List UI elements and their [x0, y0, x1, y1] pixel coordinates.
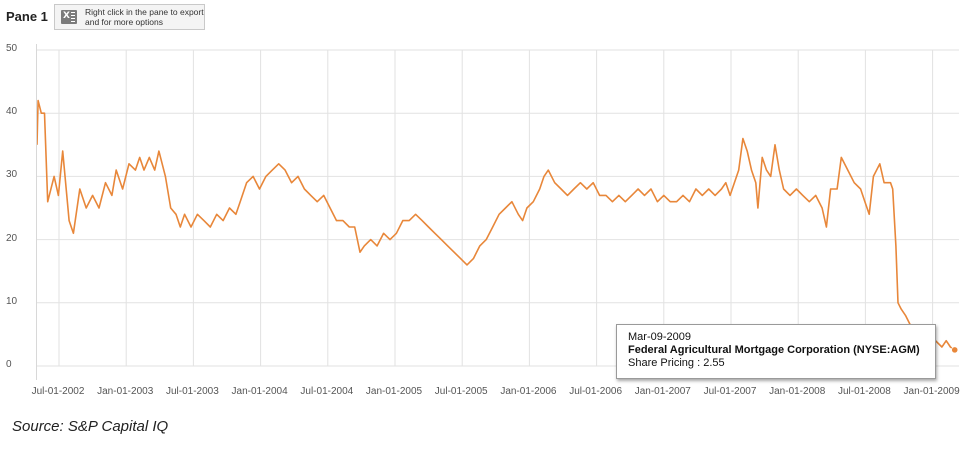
x-tick-label: Jan-01-2003: [97, 386, 154, 397]
export-hint-text: Right click in the pane to export and fo…: [85, 7, 204, 27]
x-tick-label: Jul-01-2004: [300, 386, 354, 397]
last-point-marker: [951, 346, 959, 354]
x-tick-label: Jan-01-2007: [634, 386, 691, 397]
x-tick-label: Jul-01-2008: [837, 386, 891, 397]
pane-title: Pane 1: [6, 9, 48, 24]
source-caption: Source: S&P Capital IQ: [12, 418, 169, 435]
y-tick-label: 30: [6, 169, 18, 181]
tooltip-date: Mar-09-2009: [628, 331, 691, 343]
x-tick-label: Jan-01-2009: [903, 386, 960, 397]
y-tick-label: 10: [6, 295, 18, 307]
y-tick-label: 40: [6, 106, 18, 118]
x-tick-label: Jul-01-2007: [703, 386, 757, 397]
x-tick-label: Jul-01-2006: [569, 386, 622, 397]
y-tick-label: 20: [6, 232, 18, 244]
data-tooltip: Mar-09-2009 Federal Agricultural Mortgag…: [616, 324, 936, 379]
export-hint-box[interactable]: X Right click in the pane to export and …: [54, 4, 205, 30]
y-tick-label: 50: [6, 43, 18, 54]
chart-frame[interactable]: [36, 44, 965, 380]
excel-export-icon[interactable]: X: [61, 10, 77, 24]
y-tick-label: 0: [6, 359, 12, 370]
x-tick-label: Jul-01-2005: [434, 386, 488, 397]
x-tick-label: Jul-01-2002: [31, 386, 85, 397]
x-tick-label: Jan-01-2005: [365, 386, 423, 397]
tooltip-company: Federal Agricultural Mortgage Corporatio…: [628, 344, 920, 356]
tooltip-value: Share Pricing : 2.55: [628, 357, 725, 369]
x-tick-label: Jan-01-2004: [231, 386, 288, 397]
series-line: [37, 99, 956, 351]
x-tick-label: Jan-01-2008: [769, 386, 826, 397]
x-tick-label: Jul-01-2003: [165, 386, 219, 397]
x-tick-label: Jan-01-2006: [500, 386, 557, 397]
line-chart[interactable]: [37, 44, 965, 380]
